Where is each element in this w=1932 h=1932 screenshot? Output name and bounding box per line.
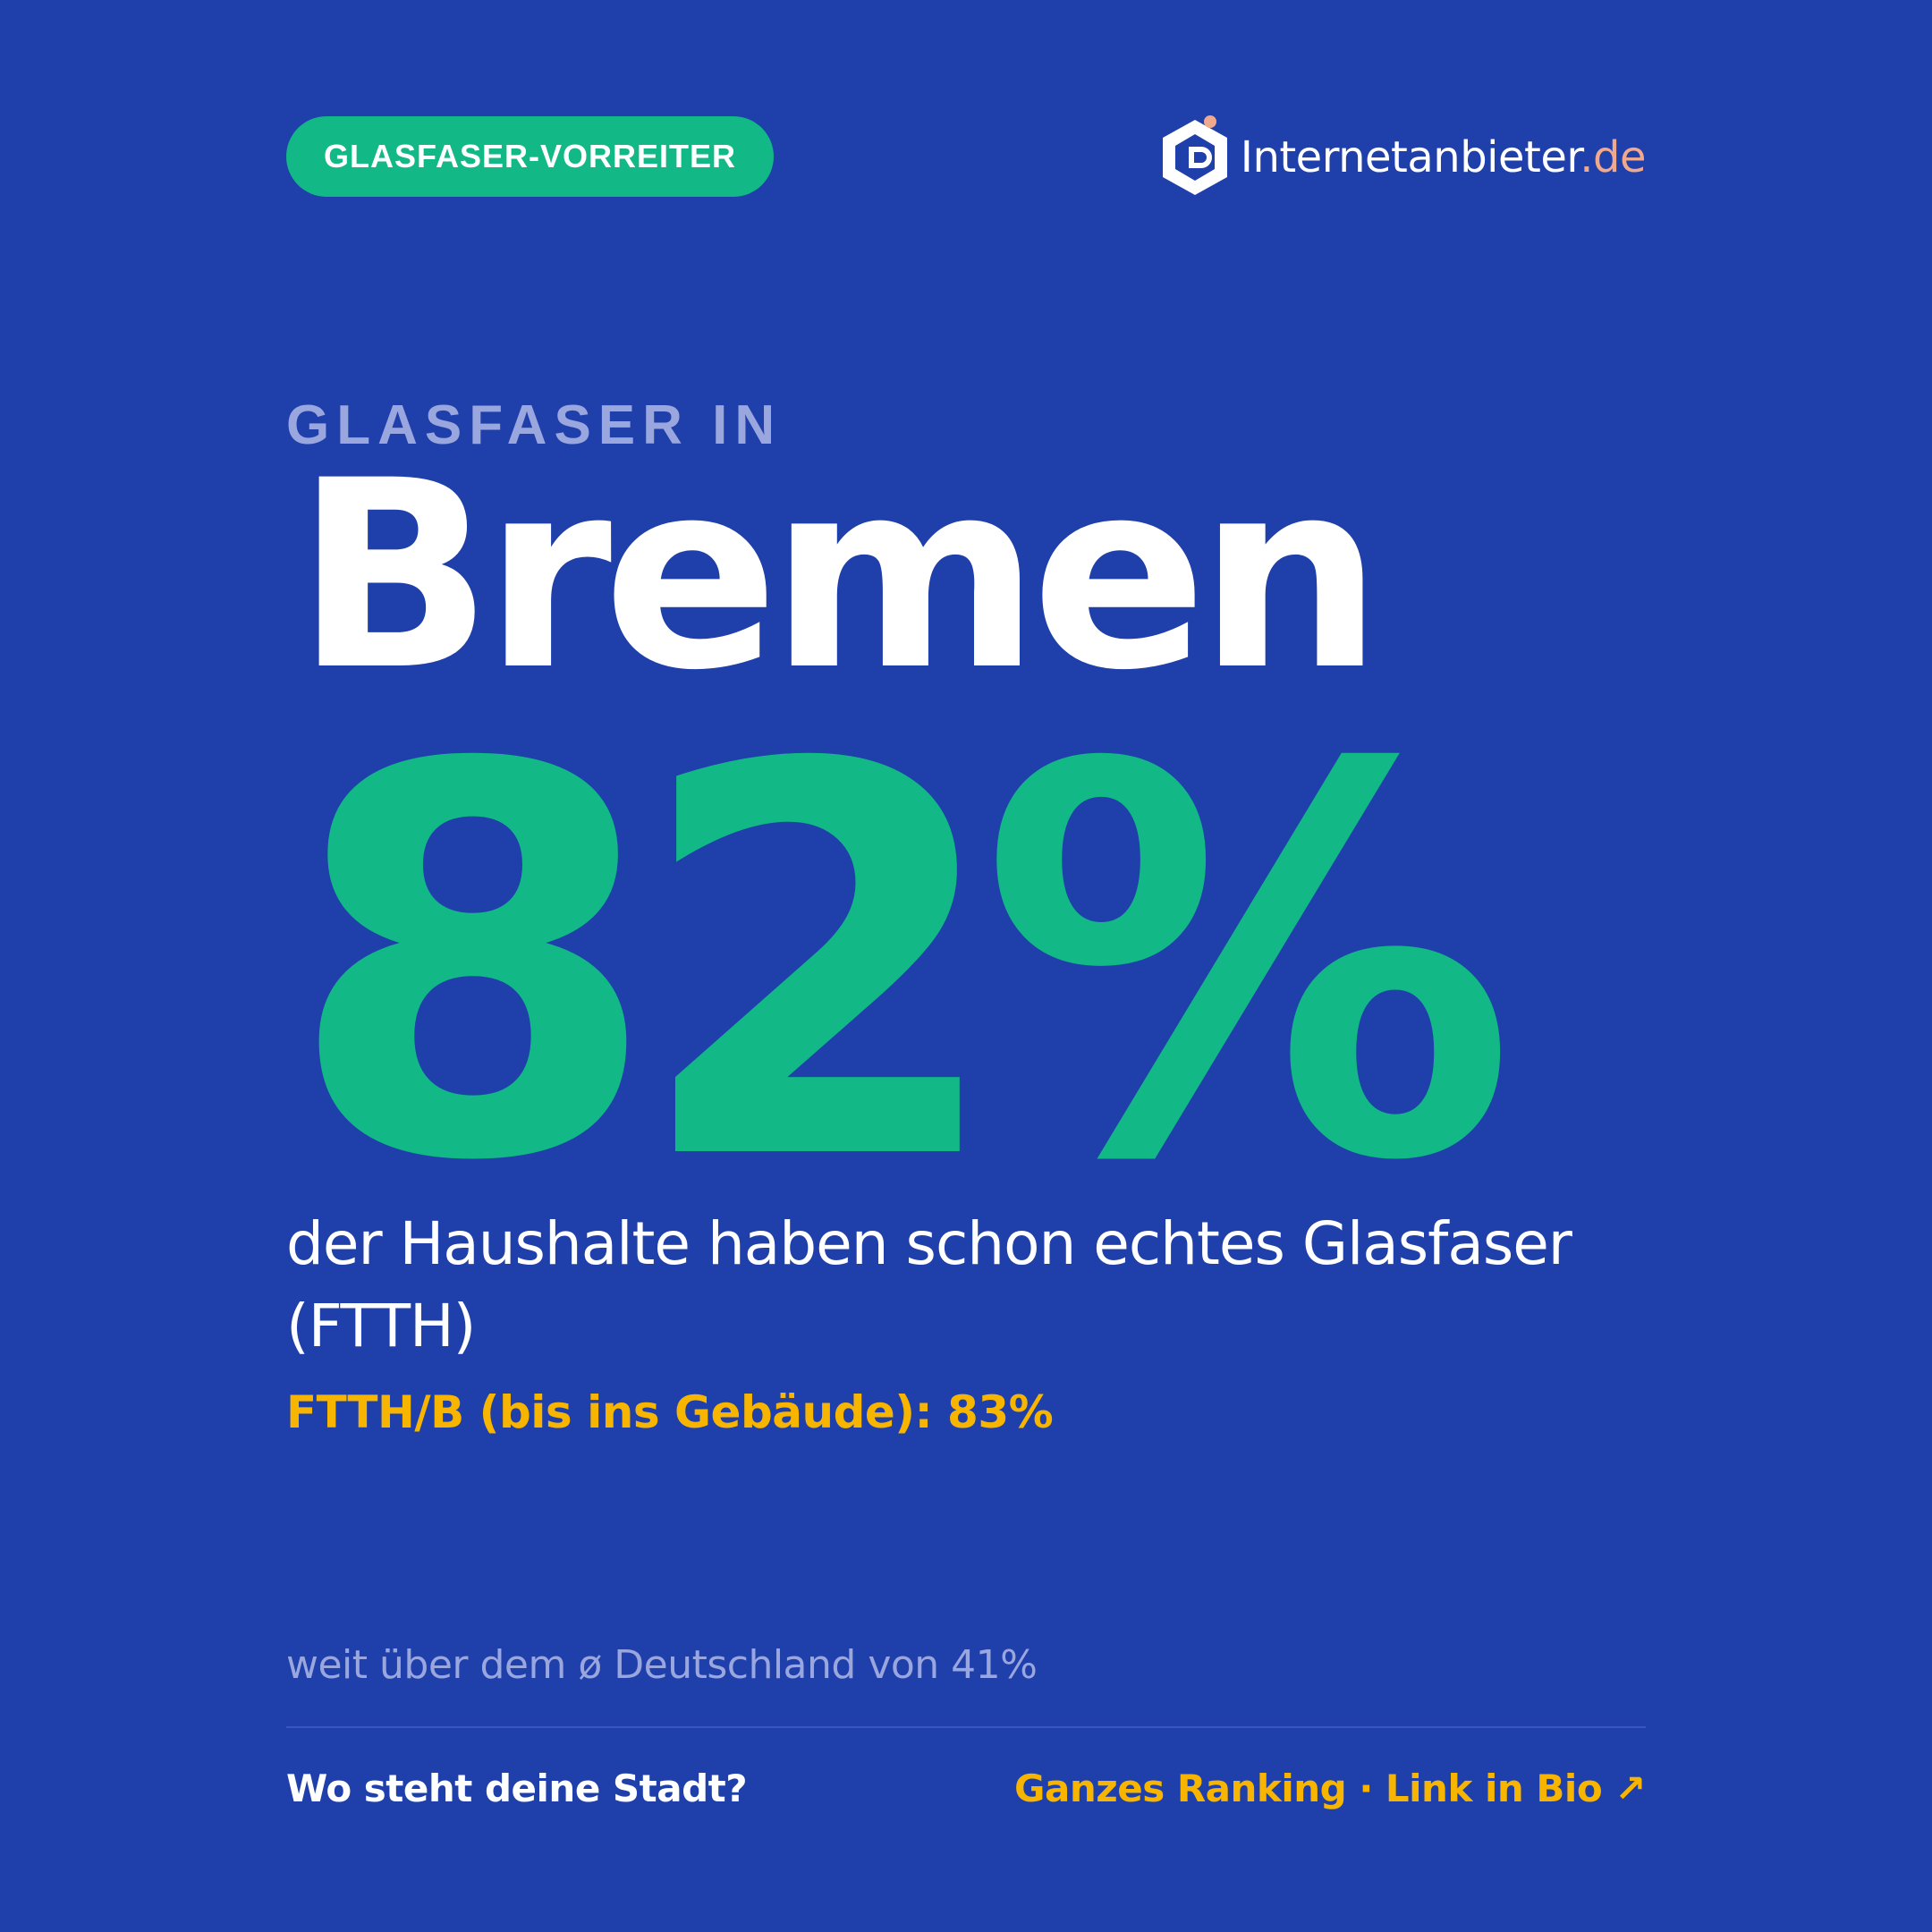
city-name: Bremen: [295, 426, 1383, 727]
headline-kicker: GLASFASER IN: [286, 394, 783, 456]
description-text: der Haushalte haben schon echtes Glasfas…: [286, 1209, 1572, 1360]
ftth-percentage: 82%: [286, 653, 1517, 1278]
hexagon-d-logo-icon: [1162, 115, 1227, 195]
category-badge: GLASFASER-VORREITER: [286, 116, 775, 197]
national-comparison: weit über dem ø Deutschland von 41%: [286, 1642, 1038, 1688]
brand-tld: .de: [1580, 132, 1646, 182]
ranking-link[interactable]: Ganzes Ranking · Link in Bio ↗: [1014, 1767, 1646, 1810]
divider: [286, 1726, 1646, 1728]
ftthb-stat: FTTH/B (bis ins Gebäude): 83%: [286, 1386, 1054, 1438]
footer-question: Wo steht deine Stadt?: [286, 1767, 748, 1810]
brand-logo[interactable]: Internetanbieter.de: [1157, 113, 1646, 202]
brand-name: Internetanbieter.de: [1240, 132, 1647, 182]
